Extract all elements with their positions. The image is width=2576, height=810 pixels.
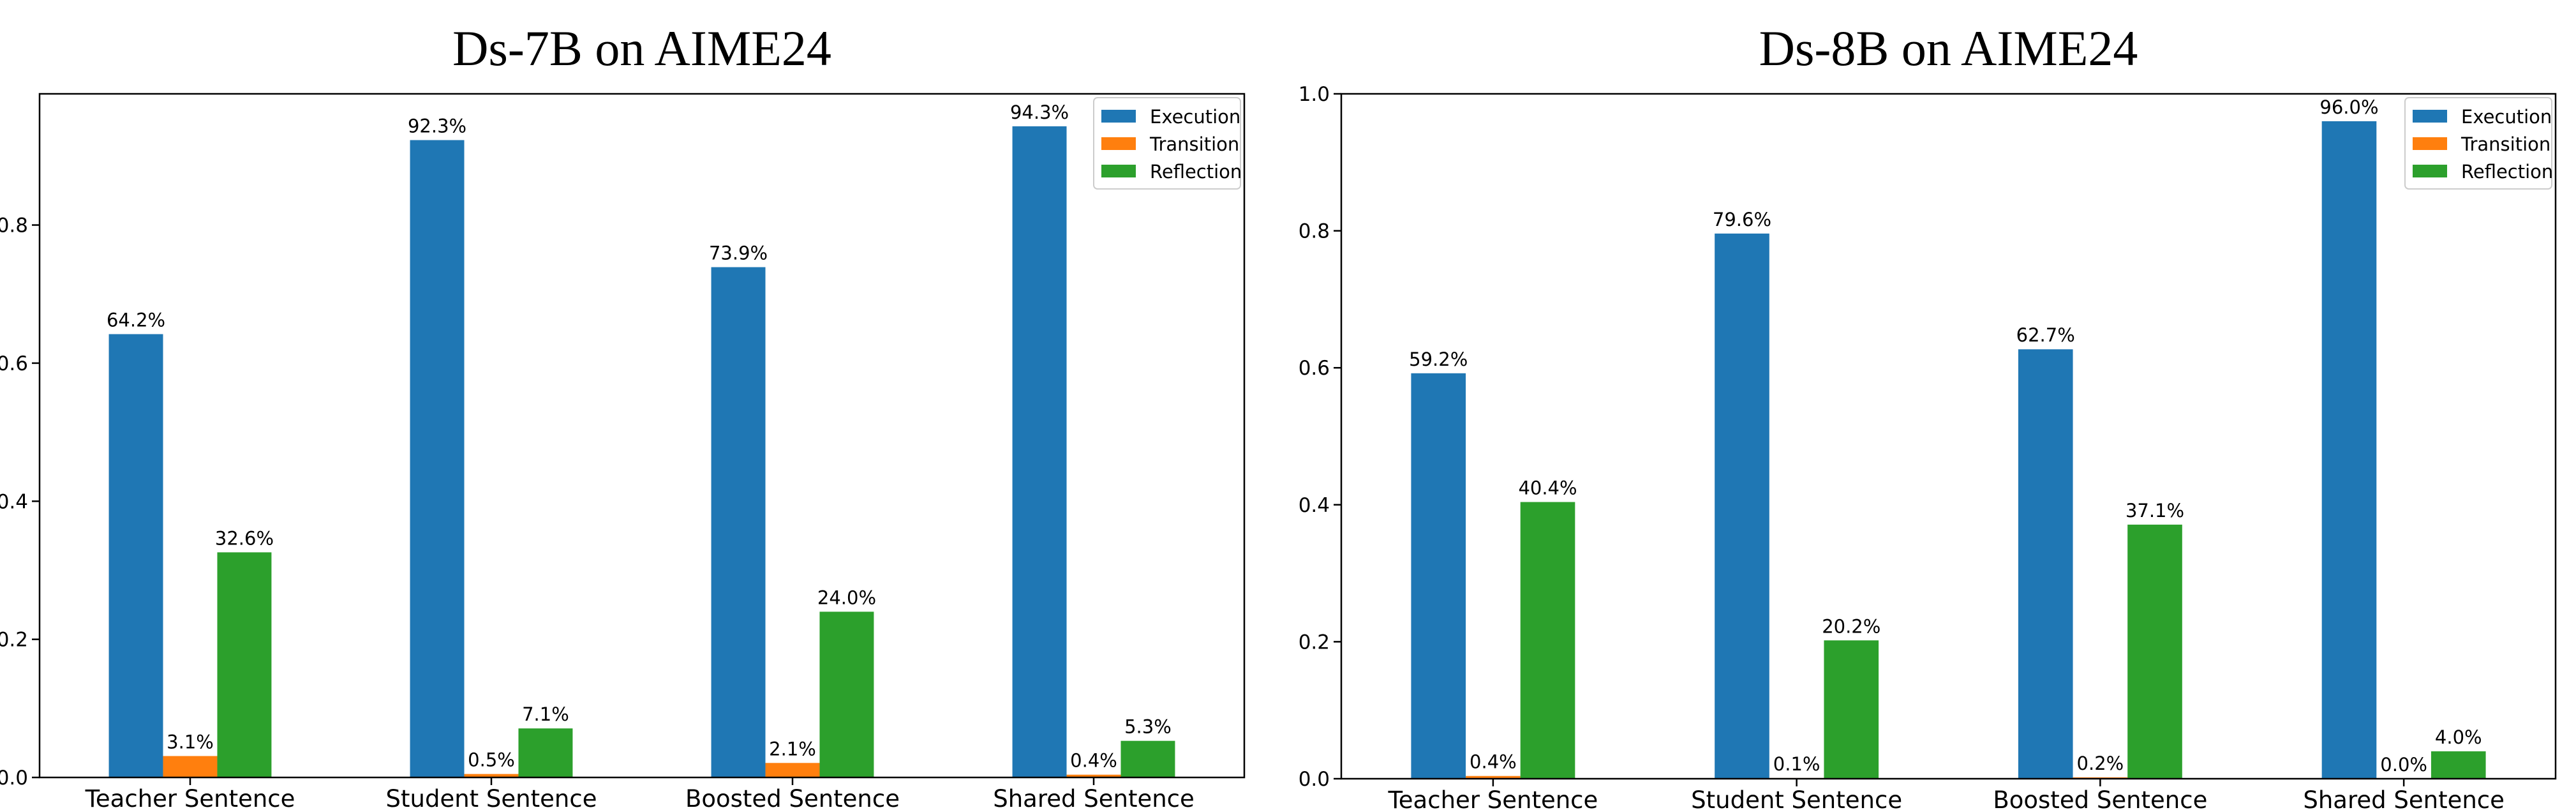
chart-ds8b: Ds-8B on AIME24 0.0 0.2 0.4 0.6 0.8 1.0 59.2% 0.… [1289,0,2572,810]
data-label-reflection: 4.0% [2435,726,2482,748]
legend-label-reflection: Reflection [2461,161,2553,183]
bar-reflection-student-sentence [518,728,573,777]
category-label: Boosted Sentence [685,785,900,810]
category-label: Student Sentence [1691,786,1902,810]
data-label-reflection: 37.1% [2126,500,2184,521]
bar-reflection-teacher-sentence [1520,502,1575,779]
y-tick-label: 0.4 [1299,494,1330,517]
y-tick-label: 0.2 [0,629,28,652]
legend-label-transition: Transition [1149,133,1239,155]
bar-execution-teacher-sentence [1411,373,1466,779]
data-label-execution: 92.3% [408,115,466,137]
bar-transition-teacher-sentence [1466,776,1521,779]
bar-execution-boosted-sentence [711,267,766,777]
chart-title: Ds-8B on AIME24 [1759,20,2138,76]
data-label-reflection: 20.2% [1822,615,1880,637]
data-label-transition: 0.5% [468,749,515,771]
bar-reflection-shared-sentence [2431,751,2486,779]
category-label: Teacher Sentence [85,785,295,810]
bar-transition-boosted-sentence [765,763,820,777]
data-label-reflection: 32.6% [215,527,274,549]
data-label-transition: 0.0% [2380,754,2427,776]
data-label-execution: 73.9% [709,243,768,264]
bar-execution-shared-sentence [2321,121,2377,779]
y-tick-label: 0.6 [0,352,28,375]
bar-execution-shared-sentence [1012,126,1067,777]
data-label-transition: 0.4% [1470,751,1517,773]
legend-label-transition: Transition [2461,133,2550,155]
legend-label-execution: Execution [2461,106,2552,128]
bar-transition-teacher-sentence [163,756,218,777]
legend-swatch-transition [2413,137,2447,150]
category-label: Student Sentence [386,785,597,810]
bar-execution-student-sentence [1715,233,1769,779]
bar-transition-student-sentence [464,774,519,777]
chart-svg-ds8b: Ds-8B on AIME24 0.0 0.2 0.4 0.6 0.8 1.0 59.2% 0.… [1299,20,2557,810]
bar-reflection-shared-sentence [1120,740,1175,777]
data-label-reflection: 7.1% [522,703,569,725]
legend-swatch-execution [1101,110,1136,123]
y-tick-label: 0.0 [0,767,28,790]
y-tick-label: 0.6 [1299,357,1330,380]
data-label-execution: 62.7% [2016,324,2075,346]
y-tick-label: 0.8 [0,214,28,237]
legend-label-execution: Execution [1150,106,1240,128]
data-label-execution: 79.6% [1713,209,1771,230]
bar-execution-student-sentence [410,140,465,777]
data-label-execution: 59.2% [1409,349,1468,370]
legend-swatch-reflection [2413,165,2447,177]
bar-reflection-boosted-sentence [2127,524,2182,779]
data-label-transition: 0.1% [1773,753,1820,775]
category-label: Teacher Sentence [1387,786,1598,810]
category-label: Boosted Sentence [1993,786,2207,810]
bar-execution-teacher-sentence [108,334,163,777]
data-label-execution: 96.0% [2319,96,2378,118]
bar-reflection-teacher-sentence [217,552,272,777]
data-label-transition: 3.1% [167,731,214,753]
legend-swatch-transition [1101,137,1136,150]
y-tick-label: 0.8 [1299,220,1330,243]
chart-svg-ds7b: Ds-7B on AIME24 0.0 0.2 0.4 0.6 0.8 64.2% 3.1% 3… [0,20,1246,810]
y-tick-label: 0.0 [1299,768,1330,791]
data-label-reflection: 24.0% [817,587,876,608]
legend-swatch-execution [2413,110,2447,123]
chart-title: Ds-7B on AIME24 [452,20,831,76]
chart-ds7b: Ds-7B on AIME24 0.0 0.2 0.4 0.6 0.8 64.2% 3.1% 3… [0,0,1283,810]
data-label-reflection: 40.4% [1518,477,1577,499]
bar-reflection-boosted-sentence [819,611,874,777]
y-tick-label: 0.4 [0,490,28,513]
data-label-transition: 0.4% [1070,750,1117,772]
data-label-execution: 64.2% [107,309,165,331]
y-tick-label: 0.2 [1299,631,1330,654]
data-label-reflection: 5.3% [1124,716,1172,738]
data-label-transition: 2.1% [769,738,816,760]
category-label: Shared Sentence [993,785,1195,810]
category-label: Shared Sentence [2303,786,2505,810]
axes-frame [38,93,1246,779]
legend-label-reflection: Reflection [1150,161,1242,183]
y-tick-label: 1.0 [1299,83,1330,106]
bar-transition-shared-sentence [1066,774,1121,777]
data-label-execution: 94.3% [1010,101,1069,123]
data-label-transition: 0.2% [2077,753,2124,774]
legend-swatch-reflection [1101,165,1136,177]
bar-reflection-student-sentence [1824,640,1879,779]
axes-frame [1340,93,2557,780]
bar-execution-boosted-sentence [2018,349,2073,779]
